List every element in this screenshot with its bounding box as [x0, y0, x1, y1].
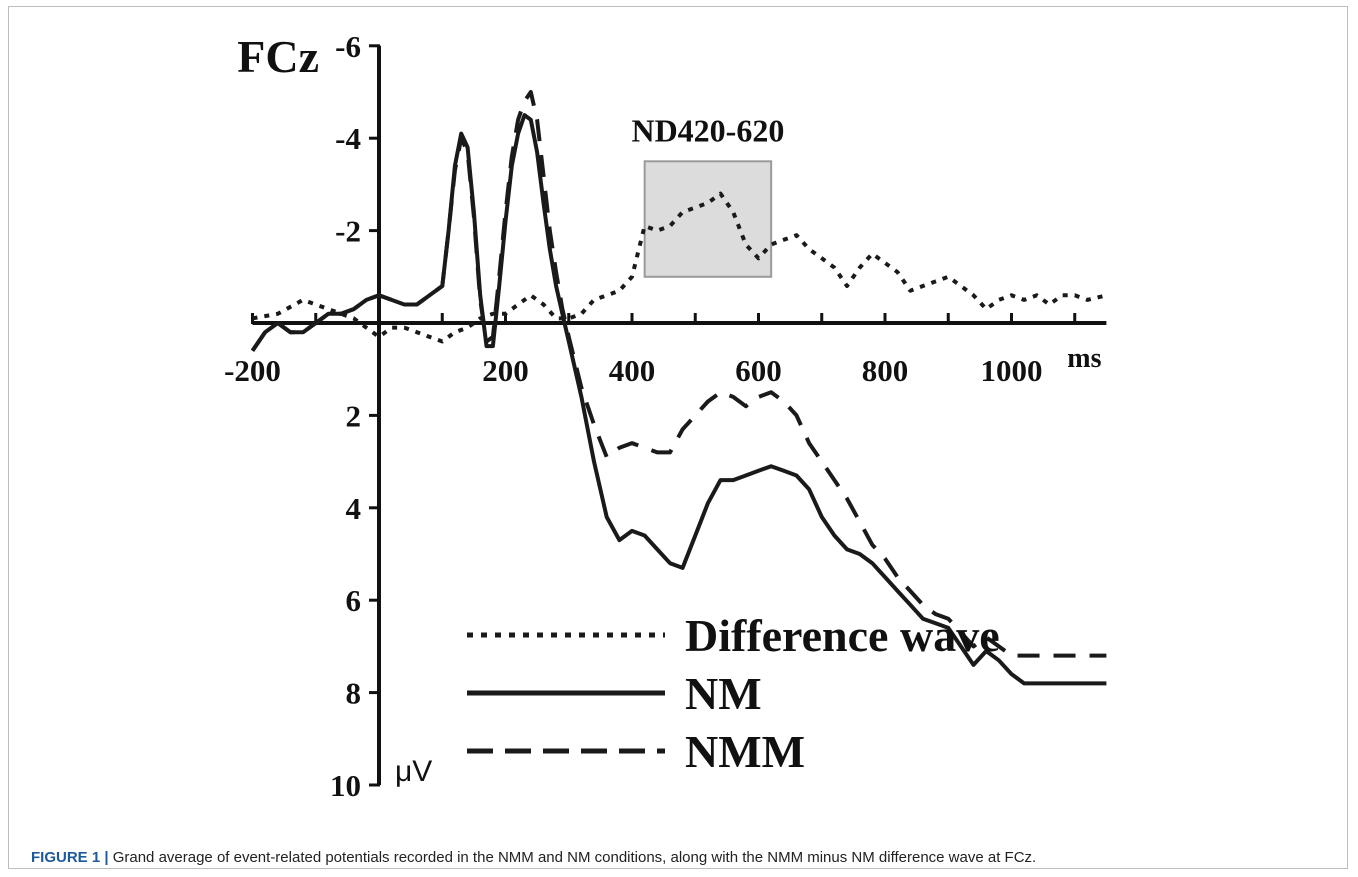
figure-label: FIGURE 1 |	[31, 849, 109, 866]
x-tick-label: 600	[735, 353, 782, 388]
series-line-nmm	[250, 90, 1107, 658]
y-tick-label: 4	[346, 491, 362, 526]
x-tick-label: -200	[224, 353, 281, 388]
y-tick-label: 6	[346, 583, 362, 618]
x-tick-label: 1000	[981, 353, 1043, 388]
y-tick-label: 8	[346, 676, 362, 711]
annotation-box	[643, 160, 773, 278]
erp-chart: ND420-620 -200 200 400 600 800 1000 ms -6 -4 -2 2 4 6…	[224, 29, 1107, 803]
legend-label: NMM	[685, 726, 805, 777]
channel-label: FCz	[237, 31, 319, 82]
legend-label: NM	[685, 668, 762, 719]
y-tick-label: -2	[335, 214, 361, 249]
x-tick-label: 400	[609, 353, 656, 388]
y-tick-label: 2	[346, 398, 362, 433]
y-tick-label: 10	[330, 768, 361, 803]
caption-text: Grand average of event-related potential…	[108, 849, 1037, 866]
y-unit-label: μV	[395, 755, 432, 788]
y-tick-label: -6	[335, 29, 361, 64]
annotation-label: ND420-620	[631, 112, 784, 148]
y-tick-label: -4	[335, 121, 361, 156]
legend-label: Difference wave	[685, 610, 1000, 661]
figure-caption: FIGURE 1 | Grand average of event-relate…	[31, 849, 1331, 866]
x-tick-label: 800	[862, 353, 909, 388]
x-tick-label: 200	[482, 353, 529, 388]
figure-frame: ND420-620 -200 200 400 600 800 1000 ms -6 -4 -2 2 4 6…	[8, 6, 1348, 869]
x-unit-label: ms	[1067, 343, 1101, 374]
